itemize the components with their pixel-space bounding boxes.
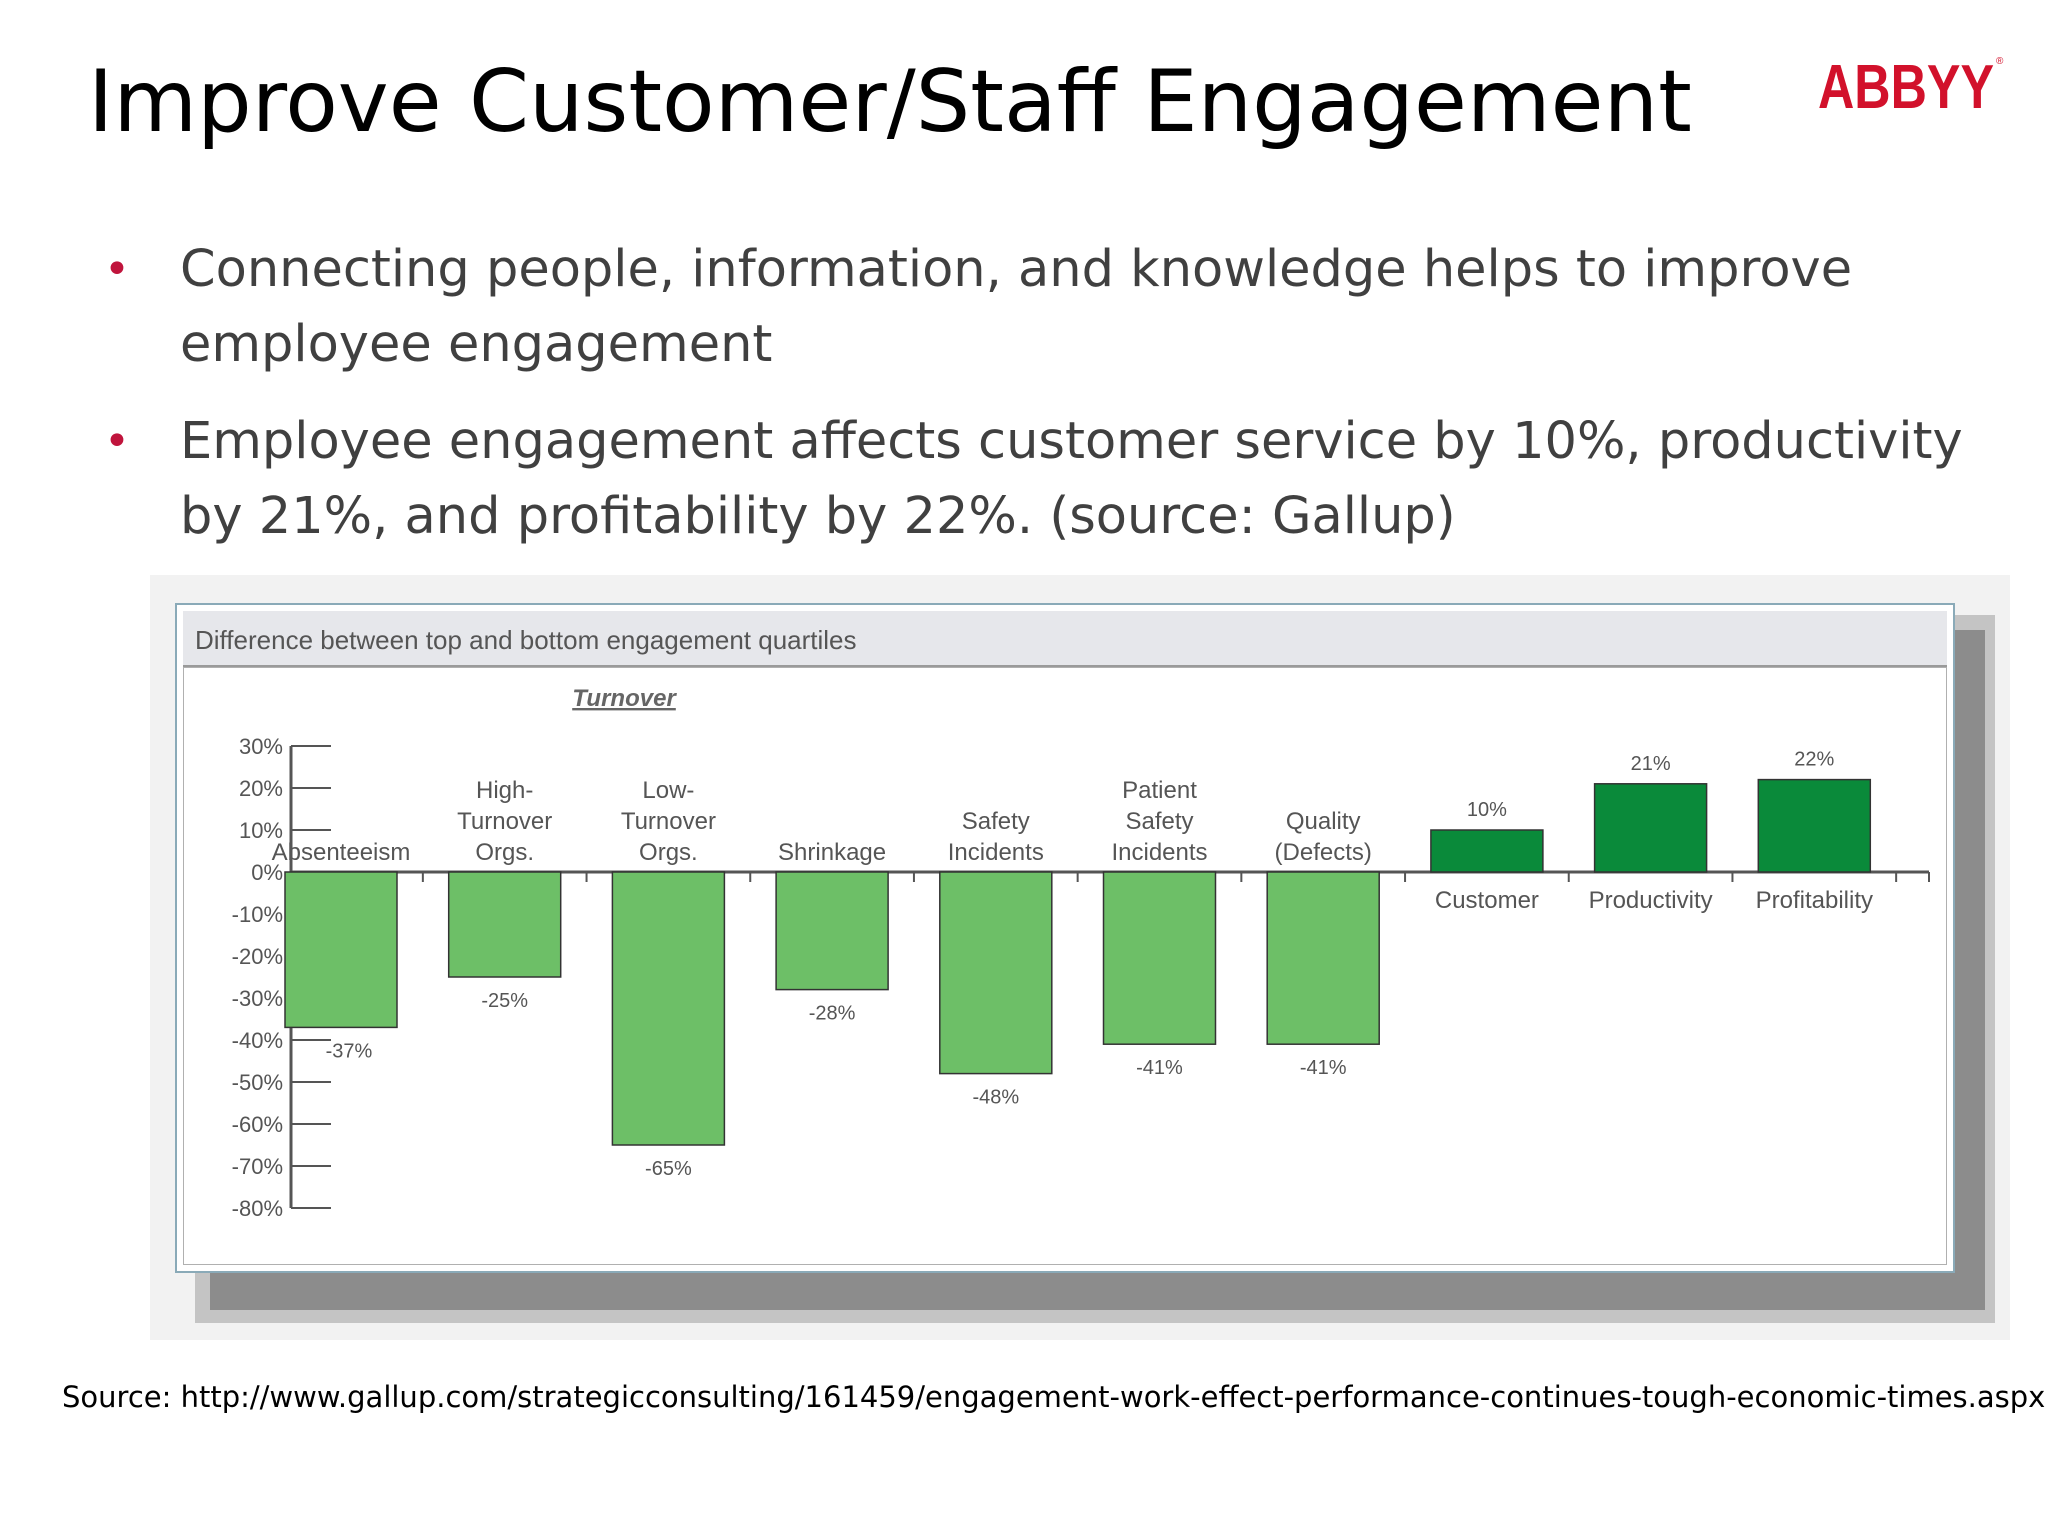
category-label: High- <box>476 777 533 804</box>
y-tick-label: -60% <box>232 1112 283 1137</box>
bar <box>775 871 889 991</box>
bullet-item: • Connecting people, information, and kn… <box>104 232 2004 382</box>
category-label: Patient <box>1122 777 1197 804</box>
bar-value-label: -37% <box>326 1040 373 1062</box>
y-tick-label: -30% <box>232 986 283 1011</box>
logo-text: ABBYY <box>1818 53 1994 122</box>
bar <box>447 871 562 978</box>
category-label: Incidents <box>948 839 1044 866</box>
bar-chart: 30% 20% 10% 0% -10% -20% -30% -40% -50% -60% -70% -… <box>232 685 1930 1221</box>
category-label: Turnover <box>621 808 716 835</box>
bar <box>611 871 726 1146</box>
y-tick-label: -10% <box>232 902 283 927</box>
bar <box>1266 871 1380 1045</box>
category-label: Low- <box>642 777 694 804</box>
category-label: Customer <box>1435 887 1539 914</box>
bar-value-label: 21% <box>1631 753 1671 775</box>
category-label: Shrinkage <box>778 839 886 866</box>
chart-panel: Difference between top and bottom engage… <box>175 603 1955 1273</box>
bar <box>1102 871 1217 1045</box>
svg-text:®: ® <box>1996 56 2004 67</box>
y-tick-label: 30% <box>239 734 283 759</box>
category-label: Quality <box>1286 808 1361 835</box>
category-label: Productivity <box>1589 887 1713 914</box>
category-label: Incidents <box>1111 839 1207 866</box>
category-label: Turnover <box>457 808 552 835</box>
category-label: Orgs. <box>475 839 534 866</box>
bar-value-label: -65% <box>645 1158 692 1180</box>
y-tick-label: -20% <box>232 944 283 969</box>
slide-title: Improve Customer/Staff Engagement <box>88 52 1692 152</box>
bar-value-label: 10% <box>1467 799 1507 821</box>
bar <box>1757 778 1872 873</box>
bullet-dot-icon: • <box>104 244 130 295</box>
category-label: Absenteeism <box>272 839 411 866</box>
bar <box>284 871 398 1029</box>
bullet-text: Employee engagement affects customer ser… <box>180 412 1963 546</box>
category-label: (Defects) <box>1275 839 1372 866</box>
bar-value-label: -48% <box>972 1087 1019 1109</box>
bar-value-label: -41% <box>1136 1057 1183 1079</box>
category-label: Orgs. <box>639 839 698 866</box>
turnover-group-label: Turnover <box>572 685 677 712</box>
chart-body: 30% 20% 10% 0% -10% -20% -30% -40% -50% -60% -70% -… <box>183 667 1947 1265</box>
bar <box>1593 783 1708 873</box>
y-tick-label: -70% <box>232 1154 283 1179</box>
bullet-item: • Employee engagement affects customer s… <box>104 404 2004 554</box>
y-tick-label: -40% <box>232 1028 283 1053</box>
bar-value-label: -28% <box>809 1003 856 1025</box>
bullet-list: • Connecting people, information, and kn… <box>104 232 2004 576</box>
source-citation: Source: http://www.gallup.com/strategicc… <box>62 1380 2046 1414</box>
bar <box>1430 829 1544 873</box>
y-tick-label: 20% <box>239 776 283 801</box>
y-tick-label: 10% <box>239 818 283 843</box>
y-tick-label: 0% <box>251 860 283 885</box>
y-tick-label: -50% <box>232 1070 283 1095</box>
abbyy-logo: ABBYY ® <box>1818 53 2004 122</box>
category-label: Profitability <box>1756 887 1873 914</box>
category-label: Safety <box>962 808 1030 835</box>
category-label: Safety <box>1125 808 1193 835</box>
bar <box>939 871 1053 1075</box>
bar-value-label: -41% <box>1300 1057 1347 1079</box>
bullet-dot-icon: • <box>104 416 130 467</box>
y-tick-label: -80% <box>232 1196 283 1221</box>
bullet-text: Connecting people, information, and know… <box>180 240 1853 374</box>
bar-value-label: 22% <box>1794 749 1834 771</box>
bar-value-label: -25% <box>481 990 528 1012</box>
chart-header: Difference between top and bottom engage… <box>183 611 1947 667</box>
chart-title: Difference between top and bottom engage… <box>195 625 857 655</box>
